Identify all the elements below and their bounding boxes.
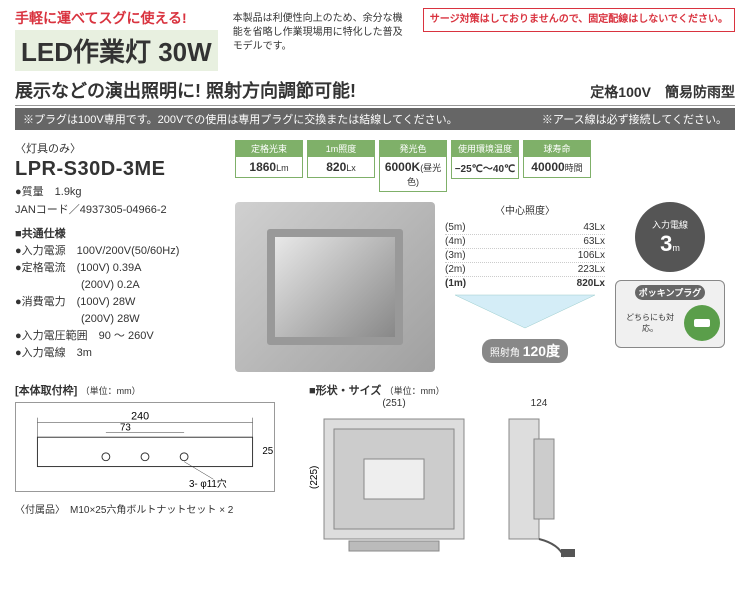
badge-lumen: 定格光束 1860Lm <box>235 140 303 192</box>
dim-front-h: (225) <box>309 466 320 489</box>
lux-dist: (1m) <box>445 278 466 289</box>
badge-val: −25℃〜40℃ <box>455 164 516 175</box>
main-title: LED作業灯 30W <box>15 30 218 71</box>
lux-dist: (3m) <box>445 250 466 261</box>
accessory: 〈付属品〉 M10×25六角ボルトナットセット × 2 <box>15 501 295 516</box>
spec-item: ●入力電源 100V/200V(50/60Hz) <box>15 242 215 258</box>
badge-lux1m: 1m照度 820Lx <box>307 140 375 192</box>
cable-val: 3 <box>660 231 672 256</box>
spec-badges: 定格光束 1860Lm 1m照度 820Lx 発光色 6000K(昼光色) 使用… <box>235 140 735 192</box>
dims-unit: （単位：mm） <box>385 386 445 396</box>
spec-item: ●定格電流 (100V) 0.39A <box>15 259 215 275</box>
dims-title: ■形状・サイズ <box>309 385 381 397</box>
dim-240: 240 <box>131 411 149 423</box>
badge-val: 40000 <box>531 160 564 174</box>
hole-spec: 3- φ11穴 <box>189 477 227 490</box>
model-number: LPR-S30D-3ME <box>15 158 215 181</box>
cable-label: 入力電線 <box>652 218 688 231</box>
lux-val: 63Lx <box>583 236 605 247</box>
lux-title: 〈中心照度〉 <box>445 202 605 217</box>
badge-head: 1m照度 <box>307 140 375 157</box>
lux-block: 〈中心照度〉 (5m) 43Lx (4m) 63Lx (3m) 106Lx (2m) 2… <box>445 202 605 363</box>
lux-dist: (2m) <box>445 264 466 275</box>
beam-angle-label: 照射角 <box>490 348 520 359</box>
badge-head: 定格光束 <box>235 140 303 157</box>
common-spec-heading: ■共通仕様 <box>15 225 215 241</box>
side-view-diagram <box>489 409 589 559</box>
badge-unit: 時間 <box>565 163 583 173</box>
beam-cone-icon <box>445 290 605 330</box>
notice-bar: ※プラグは100V専用です。200Vでの使用は専用プラグに交換または結線してくだ… <box>15 108 735 130</box>
bracket-title: [本体取付枠] <box>15 385 77 397</box>
badge-val: 6000K <box>385 160 420 174</box>
cable-length-badge: 入力電線 3m <box>635 202 705 272</box>
lux-val: 223Lx <box>578 264 605 275</box>
badge-life: 球寿命 40000時間 <box>523 140 591 192</box>
dim-25: 25 <box>262 446 273 457</box>
product-image <box>235 202 435 372</box>
lux-val: 43Lx <box>583 222 605 233</box>
subheading: 展示などの演出照明に! 照射方向調節可能! <box>15 77 356 103</box>
lux-dist: (5m) <box>445 222 466 233</box>
badge-head: 発光色 <box>379 140 447 157</box>
badge-temp: 使用環境温度 −25℃〜40℃ <box>451 140 519 192</box>
rating: 定格100V 簡易防雨型 <box>590 82 735 102</box>
bracket-diagram: 240 73 25 3- φ11穴 <box>15 402 275 492</box>
plug-badge: ポッキンプラグ どちらにも対応。 <box>615 280 725 348</box>
tagline: 手軽に運べてスグに使える! <box>15 8 218 28</box>
spec-item: (200V) 28W <box>15 310 215 326</box>
beam-angle: 照射角 120度 <box>482 339 568 363</box>
lux-dist: (4m) <box>445 236 466 247</box>
common-spec-list: ●入力電源 100V/200V(50/60Hz) ●定格電流 (100V) 0.… <box>15 242 215 360</box>
front-view-diagram: (225) <box>309 409 479 559</box>
notice-left: ※プラグは100V専用です。200Vでの使用は専用プラグに交換または結線してくだ… <box>23 111 458 127</box>
lux-val: 106Lx <box>578 250 605 261</box>
badge-unit: Lm <box>276 163 289 173</box>
badge-val: 1860 <box>249 160 276 174</box>
badge-val: 820 <box>326 160 346 174</box>
badge-head: 球寿命 <box>523 140 591 157</box>
title-block: 手軽に運べてスグに使える! LED作業灯 30W <box>15 8 218 71</box>
beam-angle-val: 120度 <box>523 343 560 359</box>
spec-item: ●入力電線 3m <box>15 344 215 360</box>
badge-unit: Lx <box>346 163 356 173</box>
jan-code: JANコード／4937305-04966-2 <box>15 201 215 217</box>
plug-icon <box>684 305 720 341</box>
lux-val: 820Lx <box>577 278 605 289</box>
notice-right: ※アース線は必ず接続してください。 <box>542 111 727 127</box>
spec-item: (200V) 0.2A <box>15 276 215 292</box>
product-label: 〈灯具のみ〉 <box>15 140 215 156</box>
cable-unit: m <box>672 243 680 253</box>
badge-head: 使用環境温度 <box>451 140 519 157</box>
plug-note: どちらにも対応。 <box>620 312 680 334</box>
plug-badge-title: ポッキンプラグ <box>635 285 705 300</box>
warning-box: サージ対策はしておりませんので、固定配線はしないでください。 <box>423 8 735 32</box>
bracket-unit: （単位：mm） <box>81 386 141 396</box>
mass: ●質量 1.9kg <box>15 183 215 199</box>
spec-item: ●消費電力 (100V) 28W <box>15 293 215 309</box>
dim-front-w: (251) <box>309 398 479 409</box>
dim-73: 73 <box>120 422 131 433</box>
dim-side-w: 124 <box>489 398 589 409</box>
badge-color: 発光色 6000K(昼光色) <box>379 140 447 192</box>
spec-item: ●入力電圧範囲 90 ～ 260V <box>15 327 215 343</box>
description: 本製品は利便性向上のため、余分な機能を省略し作業現場用に特化した普及モデルです。 <box>233 8 408 54</box>
